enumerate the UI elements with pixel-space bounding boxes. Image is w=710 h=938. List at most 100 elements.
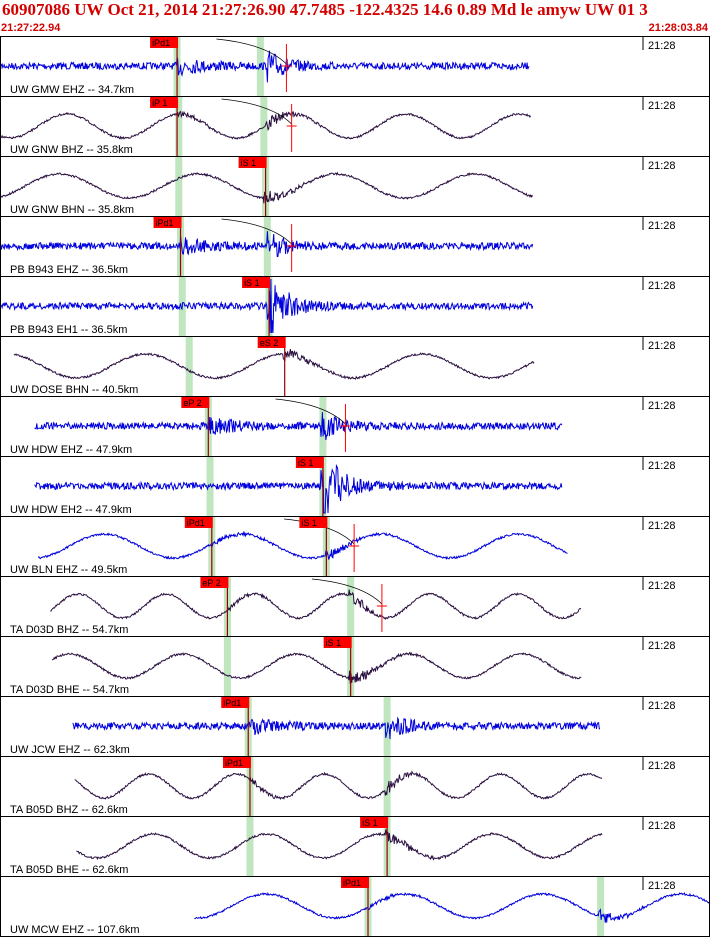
pick-label: iPd1 [156,218,174,228]
trace-panel: iPd1 UW MCW EHZ -- 107.6km 21:28 [0,876,710,937]
pick-window [263,216,271,276]
pick-label: iPd1 [225,758,243,768]
trace-panel: iPd1 TA B05D BHZ -- 62.6km 21:28 [0,756,710,817]
pick-label: iPd1 [152,38,170,48]
pick-window [175,96,183,156]
station-label: UW DOSE BHN -- 40.5km [10,384,138,396]
waveform [37,530,568,561]
end-time-label: 21:28:03.84 [648,22,708,34]
pick-label: iPd1 [223,698,241,708]
pick-box [295,457,324,468]
waveform [0,171,534,204]
pick-label: eS 2 [260,338,279,348]
moveout-curve [221,218,292,245]
pick-label: iS 1 [301,518,317,528]
minute-tick-label: 21:28 [648,40,676,52]
pick-window [223,636,231,696]
waveform [51,651,582,685]
pick-label: iS 1 [244,278,260,288]
moveout-curve [311,578,383,605]
station-label: TA B05D BHE -- 62.6km [10,864,128,876]
pick-window [347,576,355,636]
pick-box [200,577,229,588]
station-label: UW BLN EHZ -- 49.5km [10,564,127,576]
moveout-curve [275,398,346,425]
pick-label: iP 1 [152,98,167,108]
pick-label: iPd1 [187,518,205,528]
waveform [0,231,534,258]
pick-window [597,876,605,936]
station-label: UW HDW EHZ -- 47.9km [10,444,132,456]
pick-window [185,336,193,396]
minute-tick-label: 21:28 [648,400,676,412]
waveform [0,110,532,140]
seismogram-panel[interactable]: iPd1 UW GMW EHZ -- 34.7km 21:28 iP 1 UW GNW … [0,36,710,938]
pick-window [383,756,391,816]
trace-panel: iS 1 UW HDW EH2 -- 47.9km 21:28 [0,456,710,517]
pick-label: eP 2 [202,578,220,588]
waveform [34,463,563,514]
plot-header: 60907086 UW Oct 21, 2014 21:27:26.90 47.… [0,0,710,36]
pick-label: iPd1 [343,878,361,888]
station-label: PB B943 EH1 -- 36.5km [10,324,127,336]
minute-tick-label: 21:28 [648,640,676,652]
pick-window [383,696,391,756]
pick-box [257,337,286,348]
minute-tick-label: 21:28 [648,100,676,112]
station-label: UW GMW EHZ -- 34.7km [10,84,134,96]
trace-panel: iS 1 TA D03D BHE -- 54.7km 21:28 [0,636,710,697]
minute-tick-label: 21:28 [648,460,676,472]
station-label: TA D03D BHE -- 54.7km [10,684,129,696]
pick-box [221,697,250,708]
pick-box [242,277,271,288]
trace-panel: iPd1 iS 1 UW BLN EHZ -- 49.5km 21:28 [0,516,710,577]
moveout-curve [216,38,287,65]
trace-panel: iPd1 UW GMW EHZ -- 34.7km 21:28 [0,36,710,97]
waveform [72,716,601,740]
minute-tick-label: 21:28 [648,760,676,772]
event-title: 60907086 UW Oct 21, 2014 21:27:26.90 47.… [2,0,648,19]
pick-label: iS 1 [362,818,378,828]
trace-panel: iPd1 UW JCW EHZ -- 62.3km 21:28 [0,696,710,757]
pick-label: iS 1 [326,638,342,648]
pick-window [260,96,268,156]
waveform [0,278,534,334]
station-label: TA B05D BHZ -- 62.6km [10,804,128,816]
trace-panel: eS 2 UW DOSE BHN -- 40.5km 21:28 [0,336,710,397]
pick-label: iS 1 [298,458,314,468]
pick-box [181,397,210,408]
pick-box [323,637,352,648]
pick-box [238,157,267,168]
trace-panel: iS 1 PB B943 EH1 -- 36.5km 21:28 [0,276,710,337]
station-label: UW HDW EH2 -- 47.9km [10,504,132,516]
pick-window [175,156,183,216]
waveform [0,50,530,83]
pick-window [246,816,254,876]
pick-box [150,97,179,108]
pick-box [360,817,389,828]
trace-panel: iP 1 UW GNW BHZ -- 35.8km 21:28 [0,96,710,157]
trace-panel: eP 2 TA D03D BHZ -- 54.7km 21:28 [0,576,710,637]
minute-tick-label: 21:28 [648,880,676,892]
waveform [34,412,563,441]
waveform [74,770,603,801]
minute-tick-label: 21:28 [648,220,676,232]
trace-panel: iS 1 UW GNW BHN -- 35.8km 21:28 [0,156,710,217]
minute-tick-label: 21:28 [648,280,676,292]
pick-box [150,37,179,48]
minute-tick-label: 21:28 [648,820,676,832]
waveform [13,349,535,380]
waveform [194,891,710,923]
station-label: PB B943 EHZ -- 36.5km [10,264,128,276]
minute-tick-label: 21:28 [648,160,676,172]
minute-tick-label: 21:28 [648,520,676,532]
pick-box [184,517,213,528]
pick-box [299,517,328,528]
pick-box [153,217,182,228]
minute-tick-label: 21:28 [648,580,676,592]
station-label: TA D03D BHZ -- 54.7km [10,624,128,636]
pick-box [222,757,251,768]
waveform [76,829,603,861]
station-label: UW GNW BHZ -- 35.8km [10,144,133,156]
minute-tick-label: 21:28 [648,340,676,352]
